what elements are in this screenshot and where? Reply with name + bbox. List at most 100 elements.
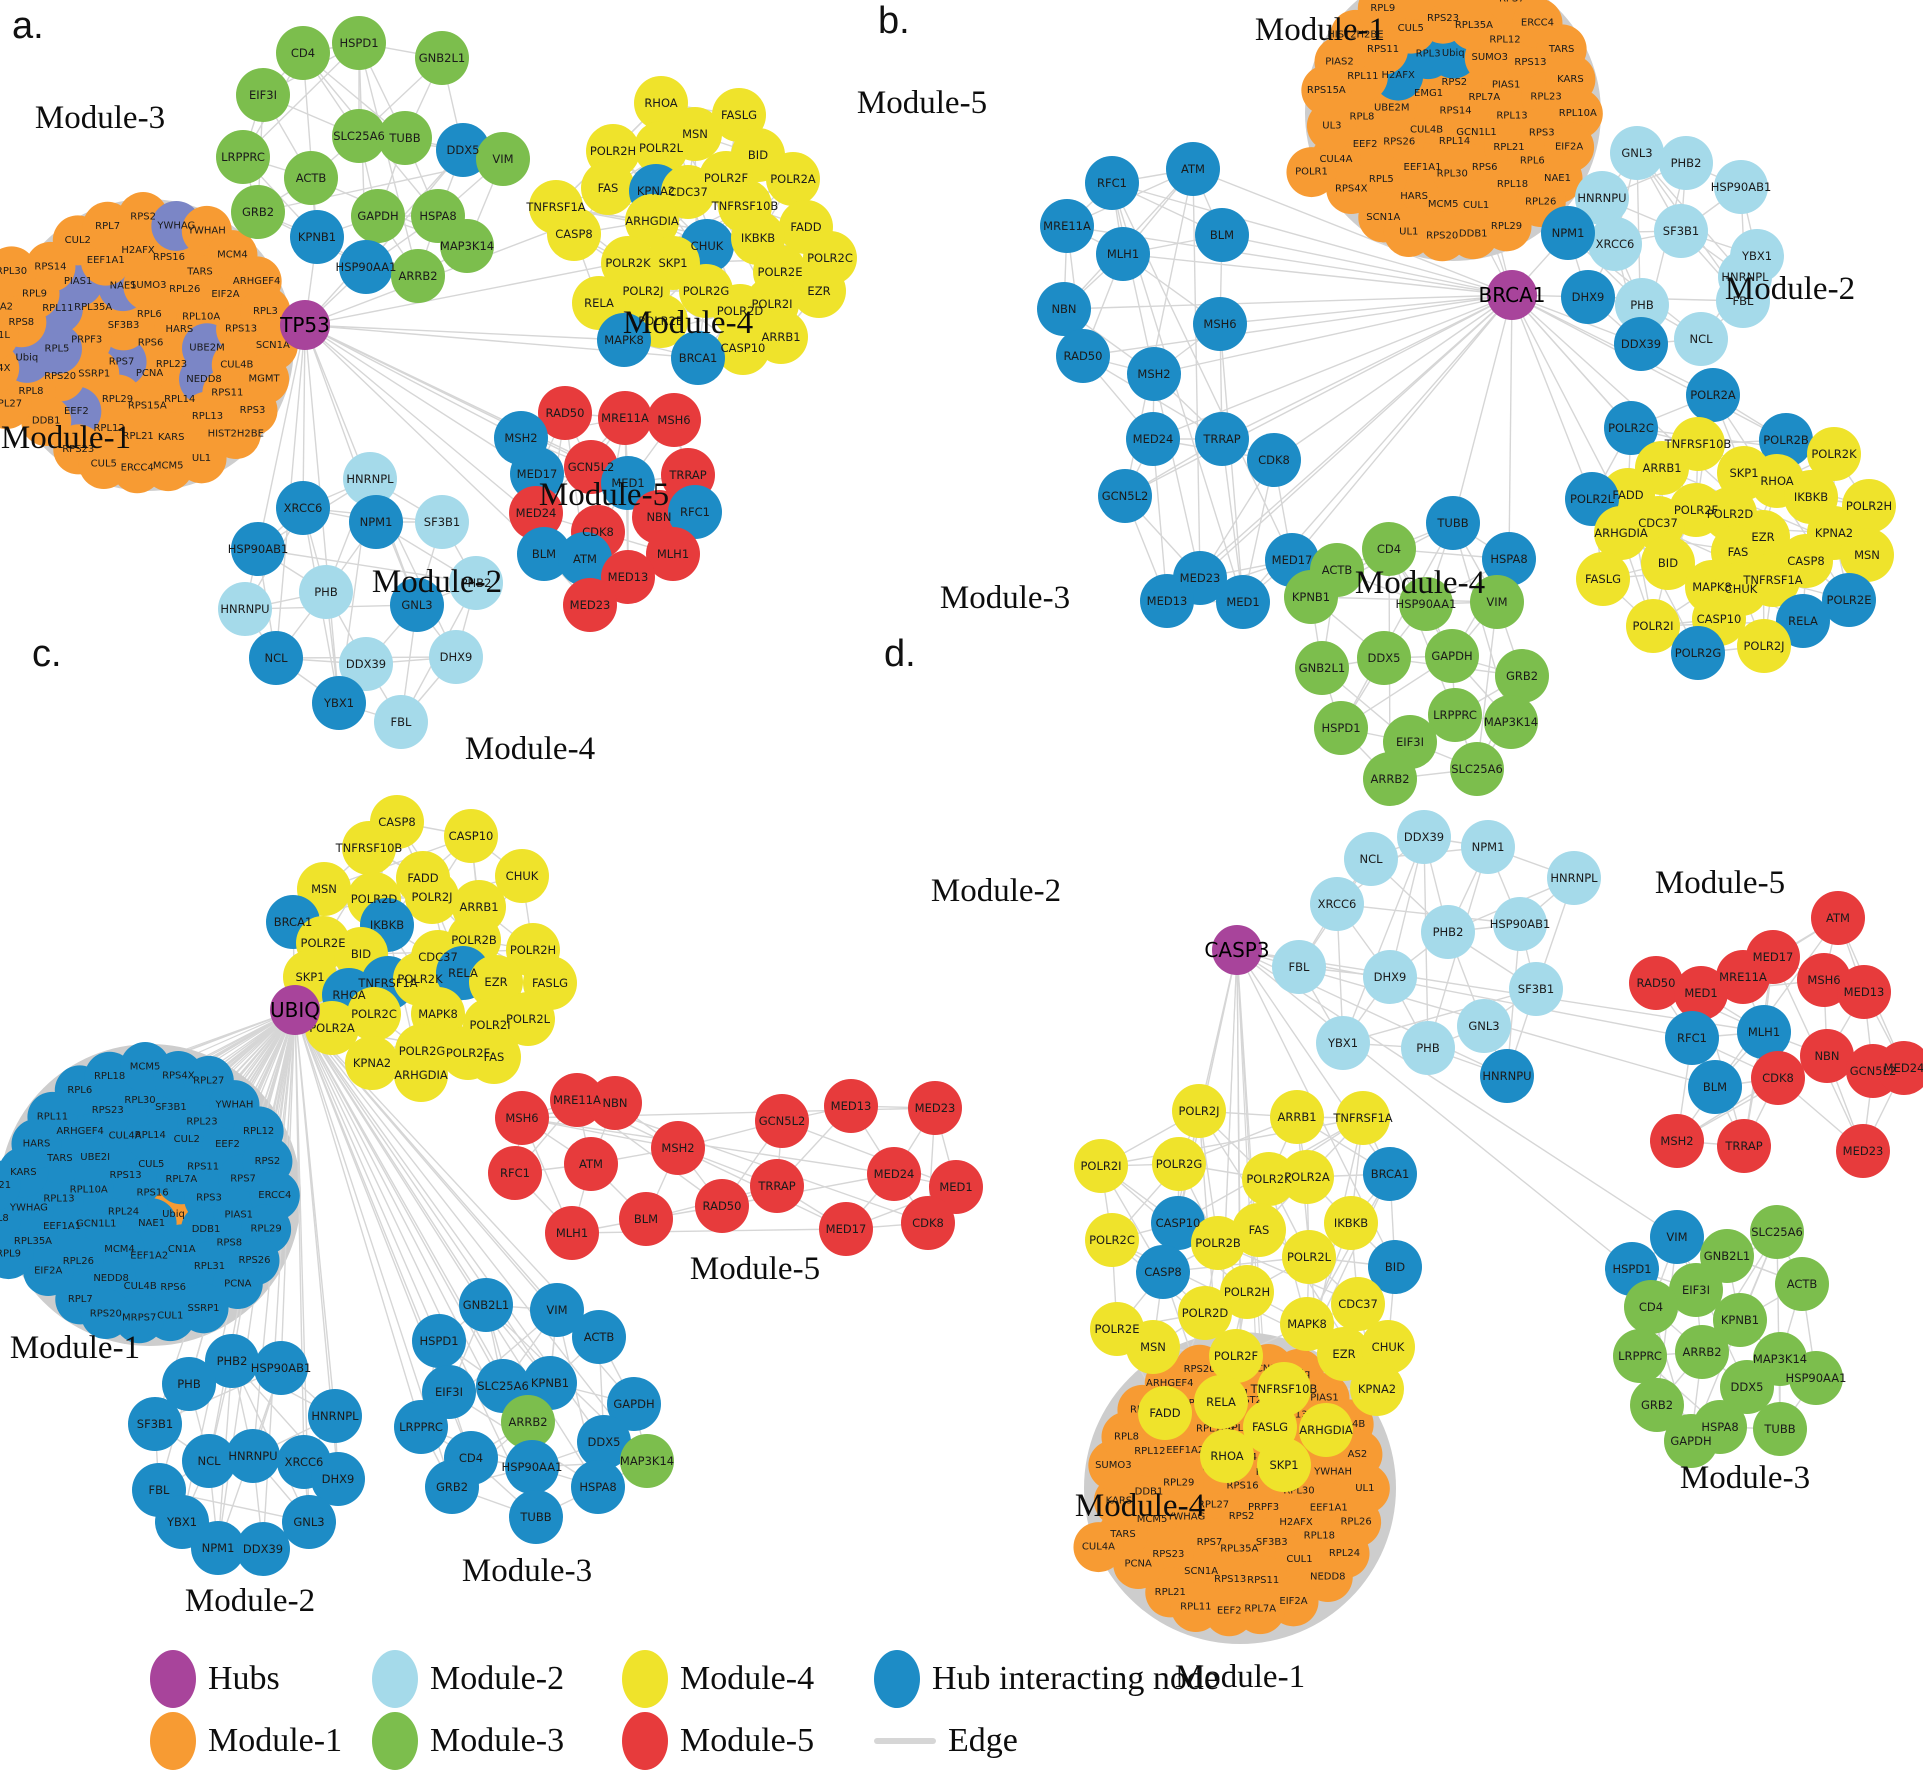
node-POLR2A[interactable]	[1280, 1150, 1334, 1204]
node-POLR2G[interactable]	[1671, 626, 1725, 680]
node-KPNA2[interactable]	[345, 1036, 399, 1090]
node-GRB2[interactable]	[425, 1460, 479, 1514]
node-FBL[interactable]	[1716, 274, 1770, 328]
node-HNRNPU[interactable]	[1575, 171, 1629, 225]
node-POLR2A[interactable]	[1686, 368, 1740, 422]
node-CDK8[interactable]	[1751, 1051, 1805, 1105]
node-MED23[interactable]	[908, 1081, 962, 1135]
node-POLR2J[interactable]	[1172, 1084, 1226, 1138]
node-GNB2L1[interactable]	[1295, 641, 1349, 695]
node-MED24[interactable]	[1877, 1041, 1923, 1095]
node-HNRNPU[interactable]	[1480, 1049, 1534, 1103]
node-NPM1[interactable]	[349, 495, 403, 549]
node-POLR2L[interactable]	[634, 121, 688, 175]
node-TRRAP[interactable]	[750, 1159, 804, 1213]
node-CUL5[interactable]	[78, 438, 129, 489]
node-DDX39[interactable]	[1397, 810, 1451, 864]
node-TRRAP[interactable]	[1717, 1119, 1771, 1173]
node-RHOA[interactable]	[1200, 1429, 1254, 1483]
node-DHX9[interactable]	[429, 630, 483, 684]
node-ACTB[interactable]	[284, 151, 338, 205]
node-MED24[interactable]	[1126, 412, 1180, 466]
node-POLR2C[interactable]	[347, 987, 401, 1041]
node-GRB2[interactable]	[1630, 1378, 1684, 1432]
node-EIF3I[interactable]	[236, 68, 290, 122]
node-KPNB1[interactable]	[290, 210, 344, 264]
node-POLR2L[interactable]	[1282, 1230, 1336, 1284]
node-RFC1[interactable]	[488, 1146, 542, 1200]
node-NBN[interactable]	[1037, 282, 1091, 336]
node-PHB[interactable]	[1615, 278, 1669, 332]
node-MSH2[interactable]	[651, 1121, 705, 1175]
node-CD4[interactable]	[1362, 522, 1416, 576]
node-MED1[interactable]	[1216, 575, 1270, 629]
node-MLH1[interactable]	[1096, 227, 1150, 281]
node-FADD[interactable]	[1138, 1386, 1192, 1440]
node-MED13[interactable]	[1140, 574, 1194, 628]
node-CASP10[interactable]	[716, 321, 770, 375]
node-RFC1[interactable]	[1665, 1011, 1719, 1065]
node-POLR2B[interactable]	[1759, 413, 1813, 467]
node-HNRNPL[interactable]	[1547, 851, 1601, 905]
node-PHB[interactable]	[162, 1357, 216, 1411]
hub-node-TP53[interactable]	[280, 300, 330, 350]
node-EZR[interactable]	[469, 955, 523, 1009]
node-SF3B1[interactable]	[415, 495, 469, 549]
node-FBL[interactable]	[1272, 940, 1326, 994]
node-GCN5L2[interactable]	[1098, 469, 1152, 523]
node-POLR2K[interactable]	[1807, 427, 1861, 481]
node-TNFRSF10B[interactable]	[342, 821, 396, 875]
node-PHB[interactable]	[299, 565, 353, 619]
hub-node-CASP3[interactable]	[1212, 925, 1262, 975]
node-MSH2[interactable]	[1650, 1114, 1704, 1168]
node-CASP8[interactable]	[547, 207, 601, 261]
node-NCL[interactable]	[249, 631, 303, 685]
node-DDX39[interactable]	[236, 1522, 290, 1576]
node-XRCC6[interactable]	[276, 481, 330, 535]
node-PHB2[interactable]	[205, 1334, 259, 1388]
node-POLR2I[interactable]	[1626, 599, 1680, 653]
node-BRCA1[interactable]	[1363, 1147, 1417, 1201]
node-GNB2L1[interactable]	[459, 1278, 513, 1332]
node-KPNB1[interactable]	[1284, 570, 1338, 624]
hub-node-BRCA1[interactable]	[1487, 270, 1537, 320]
node-MAP3K14[interactable]	[620, 1434, 674, 1488]
node-SLC25A6[interactable]	[1750, 1205, 1804, 1259]
node-HNRNPL[interactable]	[308, 1389, 362, 1443]
node-HSP90AA1[interactable]	[1789, 1351, 1843, 1405]
node-PHB2[interactable]	[1421, 905, 1475, 959]
node-POLR2L[interactable]	[501, 992, 555, 1046]
node-KPNA2[interactable]	[1350, 1362, 1404, 1416]
node-HSP90AB1[interactable]	[1714, 160, 1768, 214]
node-GCN5L2[interactable]	[755, 1094, 809, 1148]
node-BRCA1[interactable]	[671, 331, 725, 385]
node-SF3B1[interactable]	[1654, 204, 1708, 258]
node-MLH1[interactable]	[545, 1206, 599, 1260]
node-BLM[interactable]	[619, 1192, 673, 1246]
node-NPM1[interactable]	[1541, 206, 1595, 260]
node-MED13[interactable]	[824, 1079, 878, 1133]
node-BLM[interactable]	[1195, 208, 1249, 262]
node-GNL3[interactable]	[1610, 126, 1664, 180]
node-BLM[interactable]	[1688, 1060, 1742, 1114]
node-HSPA8[interactable]	[571, 1460, 625, 1514]
node-ATM[interactable]	[1166, 142, 1220, 196]
node-SKP1[interactable]	[1257, 1438, 1311, 1492]
node-MAPK8[interactable]	[1280, 1297, 1334, 1351]
node-MED17[interactable]	[510, 447, 564, 501]
node-TUBB[interactable]	[509, 1490, 563, 1544]
node-XRCC6[interactable]	[1588, 217, 1642, 271]
node-MSH6[interactable]	[647, 393, 701, 447]
node-POLR2J[interactable]	[405, 870, 459, 924]
node-YBX1[interactable]	[1316, 1016, 1370, 1070]
node-HSP90AB1[interactable]	[254, 1341, 308, 1395]
node-MLH1[interactable]	[646, 527, 700, 581]
node-LRPPRC[interactable]	[1428, 688, 1482, 742]
node-NCL[interactable]	[182, 1434, 236, 1488]
node-CHUK[interactable]	[1361, 1320, 1415, 1374]
node-RAD50[interactable]	[538, 386, 592, 440]
node-IKBKB[interactable]	[1324, 1196, 1378, 1250]
node-PHB2[interactable]	[1659, 136, 1713, 190]
node-POLR2G[interactable]	[1152, 1137, 1206, 1191]
node-GAPDH[interactable]	[351, 189, 405, 243]
